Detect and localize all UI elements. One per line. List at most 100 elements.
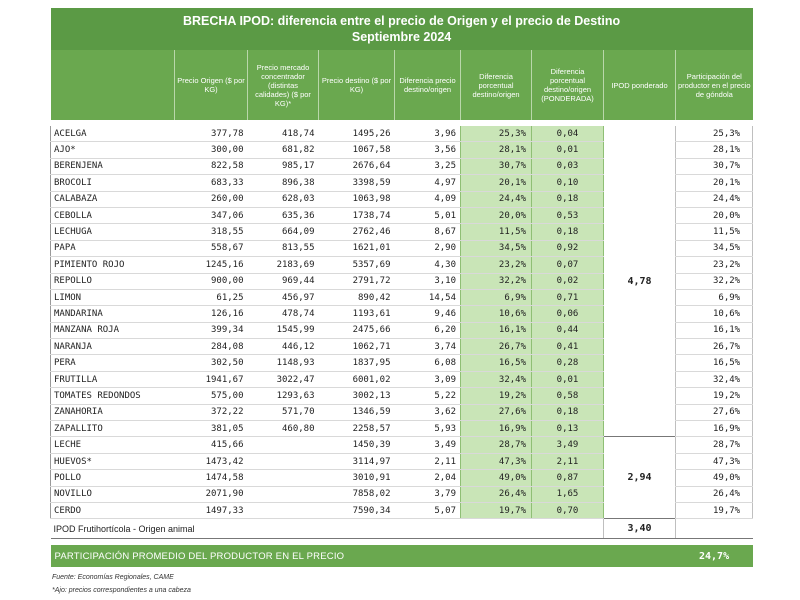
percent-difference: 26,7% [460,338,532,356]
ipod-total-value: 3,40 [603,518,676,540]
ipod-report: BRECHA IPOD: diferencia entre el precio … [50,8,754,600]
destination-price: 2258,57 [318,420,395,438]
price-difference: 3,49 [394,436,461,454]
percent-difference: 24,4% [460,191,532,208]
price-difference: 5,22 [394,387,461,405]
participation-label: PARTICIPACIÓN PROMEDIO DEL PRODUCTOR EN … [50,545,676,568]
ipod-weighted-value [603,322,676,339]
weighted-difference: 0,44 [531,322,604,340]
weighted-difference: 0,10 [531,174,604,192]
percent-difference: 28,1% [460,141,532,159]
product-name: FRUTILLA [50,371,175,389]
price-difference: 6,20 [394,322,461,340]
weighted-difference: 0,53 [531,207,604,225]
table-row: ZANAHORIA 372,22 571,70 1346,59 3,62 27,6% 0,1… [50,404,754,422]
destination-price: 1621,01 [318,240,395,258]
percent-difference: 27,6% [460,404,532,422]
weighted-difference: 0,18 [531,191,604,208]
ipod-weighted-value [603,420,676,437]
weighted-difference: 0,04 [531,126,604,143]
origin-price: 61,25 [174,289,248,307]
ipod-weighted-value [603,371,676,388]
producer-share: 32,4% [674,371,754,389]
weighted-difference: 0,18 [531,223,604,241]
table-row: MANDARINA 126,16 478,74 1193,61 9,46 10,6% 0,0… [50,305,754,323]
percent-difference: 30,7% [460,158,532,176]
market-price: 896,38 [247,174,319,192]
table-row: PAPA 558,67 813,55 1621,01 2,90 34,5% 0,92 34,5… [50,240,754,258]
producer-share: 10,6% [674,305,754,323]
destination-price: 1738,74 [318,207,395,225]
weighted-difference: 2,11 [531,453,604,471]
header-price-difference: Diferencia precio destino/origen [394,50,461,120]
header-destination-price: Precio destino ($ por KG) [318,50,395,120]
origin-price: 372,22 [174,404,248,422]
producer-share: 20,1% [674,174,754,192]
price-difference: 3,74 [394,338,461,356]
price-difference: 2,90 [394,240,461,258]
weighted-difference: 0,70 [531,502,604,520]
percent-difference: 26,4% [460,486,532,503]
ipod-weighted-value [603,240,676,257]
animal-group: LECHE 415,66 1450,39 3,49 28,7% 3,49 28,7% HUEV… [50,436,754,520]
producer-share: 27,6% [674,404,754,422]
header-percent-difference: Diferencia porcentual destino/origen [460,50,532,120]
table-row: LIMON 61,25 456,97 890,42 14,54 6,9% 0,71 6,9% [50,289,754,307]
origin-price: 822,58 [174,158,248,176]
ipod-weighted-value: 2,94 [603,469,676,487]
ipod-weighted-value [603,289,676,306]
ipod-weighted-value [603,354,676,372]
price-difference: 8,67 [394,223,461,241]
producer-share: 6,9% [674,289,754,307]
participation-row: PARTICIPACIÓN PROMEDIO DEL PRODUCTOR EN … [50,545,753,568]
table-row: TOMATES REDONDOS 575,00 1293,63 3002,13 5,22… [50,387,754,405]
product-name: BROCOLI [50,174,175,192]
market-price: 985,17 [247,158,319,176]
producer-share: 16,9% [674,420,754,438]
destination-price: 1193,61 [318,305,395,323]
table-row: REPOLLO 900,00 969,44 2791,72 3,10 32,2% 0,02 4… [50,273,754,290]
market-price: 635,36 [247,207,319,225]
origin-price: 1497,33 [174,502,248,520]
price-difference: 2,11 [394,453,461,471]
percent-difference: 34,5% [460,240,532,258]
ipod-weighted-value [603,404,676,421]
product-name: CERDO [50,502,175,520]
destination-price: 2762,46 [318,223,395,241]
product-name: PERA [50,354,175,372]
producer-share: 49,0% [674,469,754,487]
percent-difference: 6,9% [460,289,532,307]
destination-price: 1067,58 [318,141,395,159]
weighted-difference: 0,28 [531,354,604,372]
product-name: BERENJENA [50,158,175,176]
percent-difference: 23,2% [460,256,532,274]
origin-price: 900,00 [174,273,248,290]
weighted-difference: 3,49 [531,436,604,454]
destination-price: 6001,02 [318,371,395,389]
table-row: LECHE 415,66 1450,39 3,49 28,7% 3,49 28,7% [50,436,754,454]
market-price: 478,74 [247,305,319,323]
producer-share: 26,4% [674,486,754,503]
produce-group: ACELGA 377,78 418,74 1495,26 3,96 25,3% 0,04 25… [50,126,754,438]
title-line-1: BRECHA IPOD: diferencia entre el precio … [182,14,621,28]
weighted-difference: 0,13 [531,420,604,438]
producer-share: 26,7% [674,338,754,356]
destination-price: 7590,34 [318,502,395,520]
participation-value: 24,7% [675,545,753,568]
price-difference: 14,54 [394,289,461,307]
destination-price: 1346,59 [318,404,395,422]
origin-price: 1474,58 [174,469,248,487]
percent-difference: 20,0% [460,207,532,225]
product-name: ZANAHORIA [50,404,175,422]
table-row: LECHUGA 318,55 664,09 2762,46 8,67 11,5% 0,18 1… [50,223,754,241]
producer-share: 11,5% [674,223,754,241]
percent-difference: 10,6% [460,305,532,323]
weighted-difference: 0,87 [531,469,604,487]
table-row: CALABAZA 260,00 628,03 1063,98 4,09 24,4% 0,18… [50,191,754,208]
market-price: 1545,99 [247,322,319,340]
market-price: 418,74 [247,126,319,143]
producer-share: 16,1% [674,322,754,340]
price-difference: 3,09 [394,371,461,389]
producer-share: 30,7% [674,158,754,176]
producer-share: 28,7% [674,436,754,454]
